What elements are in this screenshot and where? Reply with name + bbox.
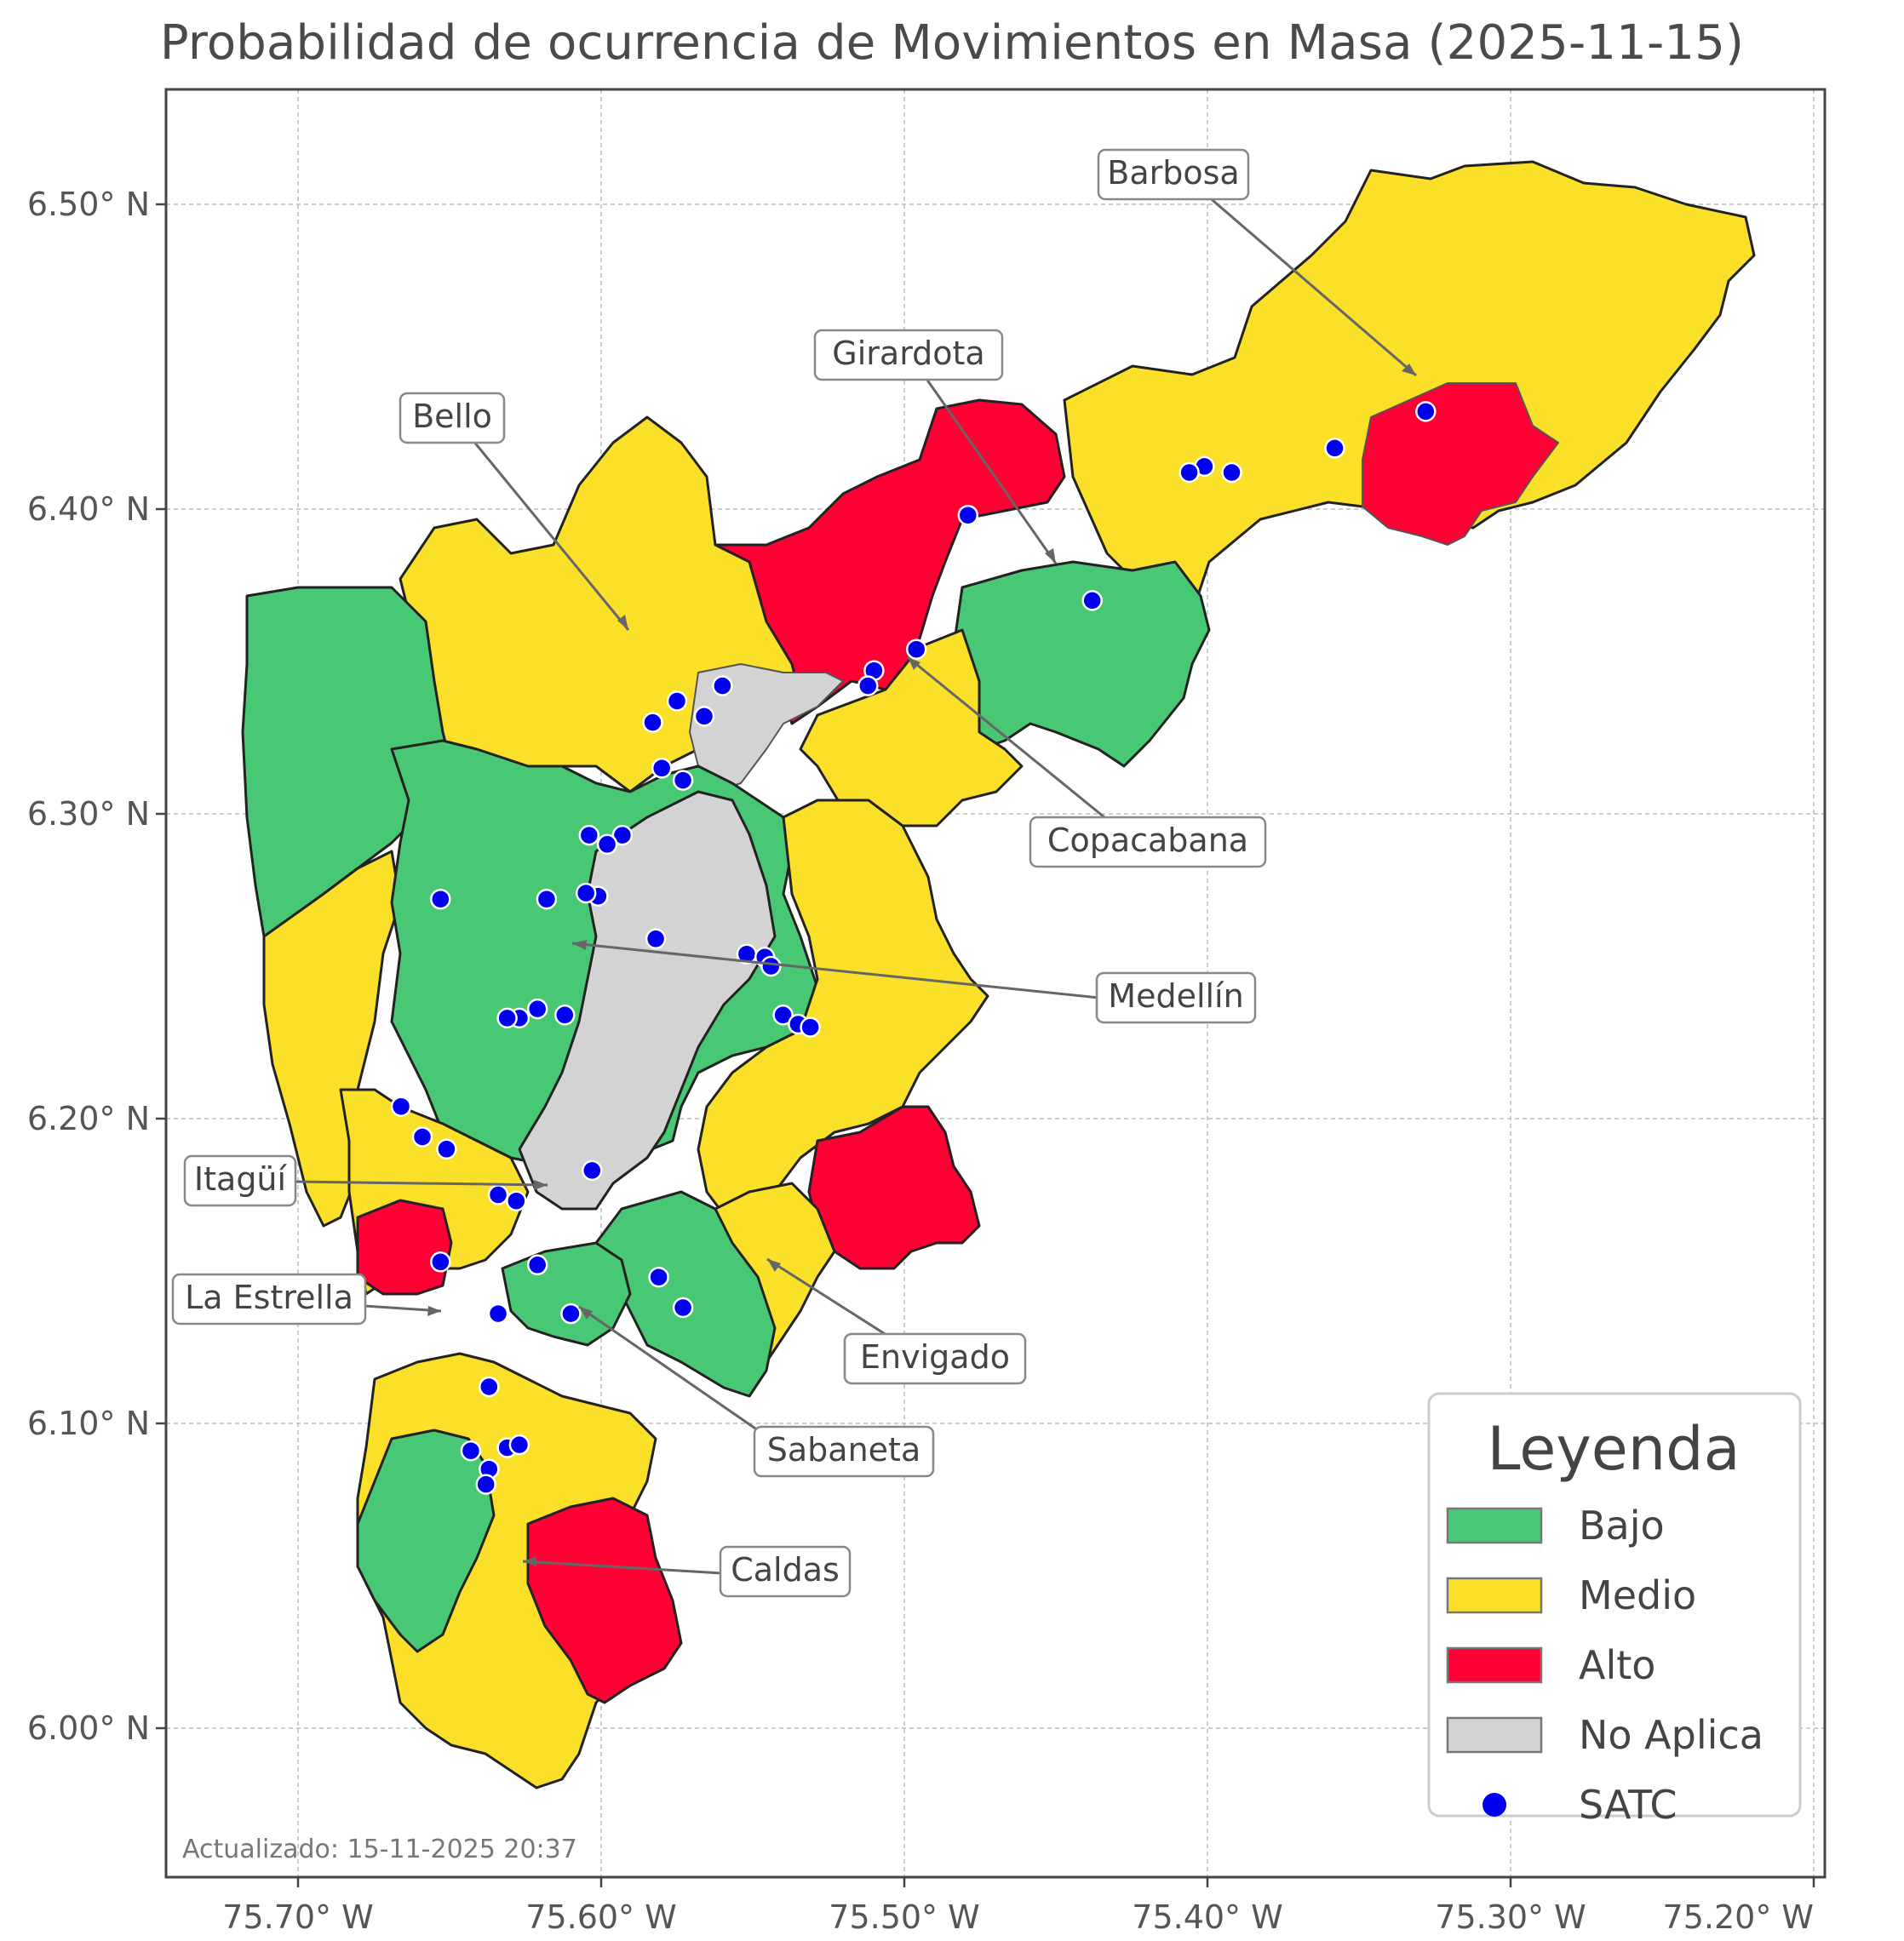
satc-station-marker [800,1016,821,1038]
legend-label-bajo: Bajo [1579,1503,1665,1549]
legend-label-medio: Medio [1579,1572,1696,1618]
satc-station-marker [575,882,597,904]
satc-station-marker [554,1005,576,1026]
satc-station-marker [651,758,673,779]
x-tick-label: 75.60° W [525,1898,676,1936]
satc-station-marker [666,690,688,712]
x-tick-label: 75.50° W [829,1898,979,1936]
region-medio-barbosa [1063,160,1756,615]
satc-station-marker [1081,590,1103,611]
satc-station-marker [526,1254,548,1276]
satc-station-marker [430,1251,451,1273]
satc-station-marker [1415,401,1437,422]
municipality-callouts: Barbosa Girardota Bello Copacabana Medel… [171,148,1417,1598]
legend: Leyenda Bajo Medio Alto No Aplica SATC [1427,1392,1802,1828]
y-tick-label: 6.30° N [27,795,150,833]
legend-title: Leyenda [1487,1414,1740,1484]
satc-station-marker [1324,438,1345,459]
satc-station-marker [479,1376,500,1398]
satc-station-marker [460,1440,482,1462]
callout-itagui: Itagüí [194,1160,288,1198]
callout-la-estrella: La Estrella [185,1279,353,1316]
callout-copacabana: Copacabana [1047,822,1248,859]
x-axis-ticklabels: 75.70° W 75.60° W 75.50° W 75.40° W 75.3… [222,1898,1814,1936]
satc-station-marker [578,824,600,846]
satc-station-marker [430,888,451,910]
callout-envigado: Envigado [860,1338,1010,1376]
satc-station-marker [506,1190,527,1211]
satc-station-marker [508,1434,530,1456]
satc-station-marker [536,888,558,910]
y-tick-label: 6.40° N [27,490,150,528]
satc-stations [390,401,1437,1495]
satc-station-marker [560,1303,582,1325]
y-tick-label: 6.10° N [27,1405,150,1442]
y-tick-label: 6.20° N [27,1100,150,1137]
legend-swatch-bajo [1446,1507,1543,1544]
callout-medellin: Medellín [1108,977,1243,1015]
legend-label-alto: Alto [1579,1642,1655,1688]
y-tick-label: 6.00° N [27,1709,150,1747]
page-title: Probabilidad de ocurrencia de Movimiento… [159,15,1745,71]
region-na-medellin [518,790,777,1211]
region-alto-laestrella [356,1199,453,1296]
x-tick-label: 75.70° W [222,1898,373,1936]
region-medio-copacabana [799,628,1024,827]
satc-station-marker [648,1266,669,1288]
callout-sabaneta: Sabaneta [767,1431,920,1469]
legend-label-no-aplica: No Aplica [1579,1712,1763,1758]
satc-station-marker [693,706,715,727]
region-alto-caldas [526,1497,683,1704]
satc-station-marker [582,1159,603,1182]
legend-swatch-no-aplica [1446,1716,1543,1754]
callout-girardota: Girardota [832,335,984,372]
satc-station-marker [642,712,663,733]
legend-swatch-alto [1446,1646,1543,1684]
satc-station-marker [905,638,927,660]
satc-station-marker [772,1005,794,1026]
satc-station-marker [857,675,879,696]
region-alto-barbosa [1362,382,1559,546]
satc-station-marker [475,1474,496,1495]
satc-station-marker [596,833,618,856]
satc-station-marker [390,1096,412,1117]
callout-barbosa: Barbosa [1107,154,1239,192]
region-bajo-west [241,586,453,938]
satc-station-marker [411,1126,433,1148]
satc-station-marker [526,998,548,1020]
satc-station-marker [487,1184,509,1205]
satc-station-marker [760,955,782,977]
satc-station-marker [672,1297,694,1319]
satc-station-marker [496,1007,518,1029]
risk-regions [241,160,1756,1789]
x-tick-label: 75.30° W [1435,1898,1586,1936]
callout-bello: Bello [412,398,492,435]
plot-frame [164,88,1827,1879]
satc-station-marker [1221,461,1242,484]
satc-station-marker [645,928,667,950]
satc-station-marker [436,1138,457,1160]
satc-station-marker [1179,461,1200,484]
satc-station-marker [712,675,733,696]
legend-label-satc: SATC [1579,1782,1677,1828]
satc-station-marker [672,770,694,791]
legend-marker-satc [1482,1793,1506,1817]
legend-swatch-medio [1446,1577,1543,1614]
satc-station-marker [611,824,634,846]
region-medio-east [697,799,989,1228]
x-tick-label: 75.40° W [1132,1898,1282,1936]
callout-caldas: Caldas [731,1551,840,1589]
y-axis-ticklabels: 6.50° N 6.40° N 6.30° N 6.20° N 6.10° N … [27,186,150,1747]
x-tick-label: 75.20° W [1663,1898,1814,1936]
satc-station-marker [487,1303,509,1325]
update-timestamp: Actualizado: 15-11-2025 20:37 [182,1835,577,1864]
satc-station-marker [957,504,979,526]
y-tick-label: 6.50° N [27,186,150,223]
